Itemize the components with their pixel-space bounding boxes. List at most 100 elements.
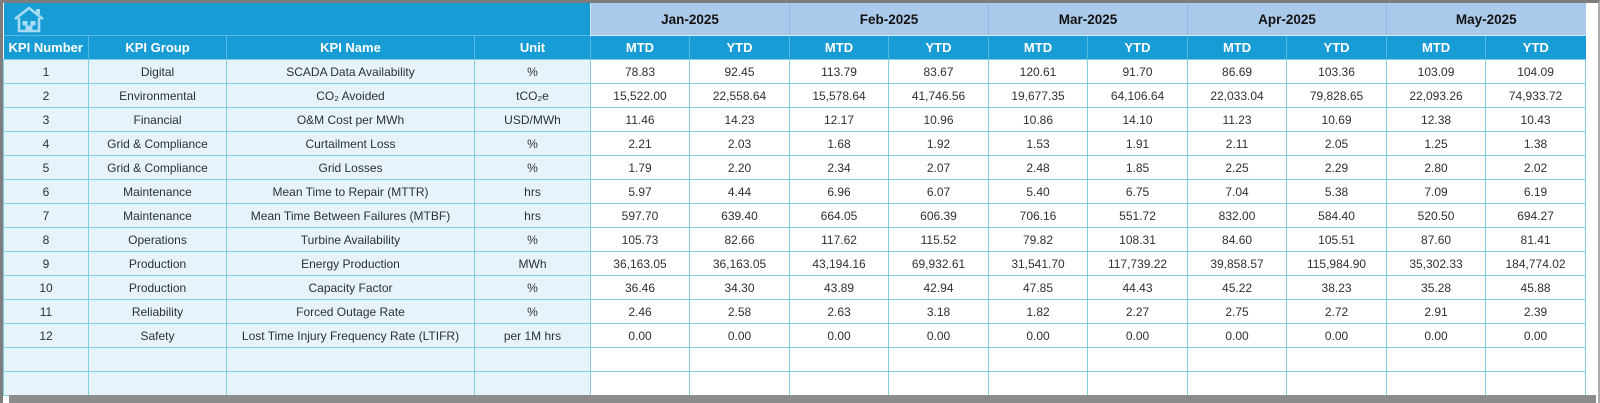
home-button[interactable] bbox=[3, 3, 591, 36]
value-cell[interactable]: 2.27 bbox=[1087, 299, 1189, 324]
value-cell[interactable]: 36,163.05 bbox=[688, 251, 791, 276]
value-cell[interactable]: 2.03 bbox=[688, 131, 791, 156]
value-cell[interactable]: 5.38 bbox=[1286, 179, 1388, 204]
empty-value-cell[interactable] bbox=[1485, 371, 1587, 396]
empty-value-cell[interactable] bbox=[590, 347, 690, 372]
value-cell[interactable]: 91.70 bbox=[1087, 59, 1189, 84]
empty-left-cell[interactable] bbox=[88, 371, 227, 396]
value-cell[interactable]: 36.46 bbox=[590, 275, 690, 300]
value-cell[interactable]: 0.00 bbox=[1485, 323, 1587, 348]
kpi-number-cell[interactable]: 9 bbox=[3, 251, 89, 276]
value-cell[interactable]: 39,858.57 bbox=[1187, 251, 1288, 276]
month-header-may-2025[interactable]: May-2025 bbox=[1386, 3, 1586, 36]
kpi-number-cell[interactable]: 3 bbox=[3, 107, 89, 132]
value-cell[interactable]: 15,578.64 bbox=[789, 83, 890, 108]
value-cell[interactable]: 6.19 bbox=[1485, 179, 1587, 204]
empty-value-cell[interactable] bbox=[1286, 347, 1388, 372]
value-cell[interactable]: 103.36 bbox=[1286, 59, 1388, 84]
kpi-group-cell[interactable]: Maintenance bbox=[88, 179, 227, 204]
value-cell[interactable]: 10.96 bbox=[888, 107, 990, 132]
col-header-kpi-name[interactable]: KPI Name bbox=[226, 35, 475, 60]
col-header-feb-mtd[interactable]: MTD bbox=[789, 35, 889, 60]
empty-value-cell[interactable] bbox=[988, 347, 1089, 372]
value-cell[interactable]: 1.25 bbox=[1386, 131, 1487, 156]
value-cell[interactable]: 35.28 bbox=[1386, 275, 1487, 300]
value-cell[interactable]: 0.00 bbox=[688, 323, 791, 348]
empty-value-cell[interactable] bbox=[1286, 371, 1388, 396]
kpi-name-cell[interactable]: CO₂ Avoided bbox=[226, 83, 475, 108]
unit-cell[interactable]: % bbox=[474, 155, 591, 180]
value-cell[interactable]: 105.51 bbox=[1286, 227, 1388, 252]
value-cell[interactable]: 83.67 bbox=[888, 59, 990, 84]
empty-value-cell[interactable] bbox=[1386, 371, 1487, 396]
kpi-name-cell[interactable]: Energy Production bbox=[226, 251, 475, 276]
value-cell[interactable]: 0.00 bbox=[1087, 323, 1189, 348]
empty-value-cell[interactable] bbox=[888, 347, 990, 372]
value-cell[interactable]: 2.34 bbox=[789, 155, 890, 180]
value-cell[interactable]: 1.92 bbox=[888, 131, 990, 156]
kpi-group-cell[interactable]: Production bbox=[88, 251, 227, 276]
kpi-group-cell[interactable]: Digital bbox=[88, 59, 227, 84]
value-cell[interactable]: 86.69 bbox=[1187, 59, 1288, 84]
month-header-feb-2025[interactable]: Feb-2025 bbox=[789, 3, 989, 36]
value-cell[interactable]: 2.25 bbox=[1187, 155, 1288, 180]
kpi-group-cell[interactable]: Financial bbox=[88, 107, 227, 132]
value-cell[interactable]: 2.05 bbox=[1286, 131, 1388, 156]
value-cell[interactable]: 45.22 bbox=[1187, 275, 1288, 300]
kpi-group-cell[interactable]: Grid & Compliance bbox=[88, 155, 227, 180]
value-cell[interactable]: 105.73 bbox=[590, 227, 690, 252]
value-cell[interactable]: 694.27 bbox=[1485, 203, 1587, 228]
kpi-name-cell[interactable]: Grid Losses bbox=[226, 155, 475, 180]
value-cell[interactable]: 64,106.64 bbox=[1087, 83, 1189, 108]
kpi-number-cell[interactable]: 4 bbox=[3, 131, 89, 156]
value-cell[interactable]: 4.44 bbox=[688, 179, 791, 204]
kpi-group-cell[interactable]: Safety bbox=[88, 323, 227, 348]
value-cell[interactable]: 12.17 bbox=[789, 107, 890, 132]
value-cell[interactable]: 15,522.00 bbox=[590, 83, 690, 108]
value-cell[interactable]: 44.43 bbox=[1087, 275, 1189, 300]
value-cell[interactable]: 84.60 bbox=[1187, 227, 1288, 252]
empty-left-cell[interactable] bbox=[474, 347, 591, 372]
value-cell[interactable]: 2.07 bbox=[888, 155, 990, 180]
value-cell[interactable]: 92.45 bbox=[688, 59, 791, 84]
kpi-group-cell[interactable]: Maintenance bbox=[88, 203, 227, 228]
empty-value-cell[interactable] bbox=[688, 371, 791, 396]
value-cell[interactable]: 7.09 bbox=[1386, 179, 1487, 204]
value-cell[interactable]: 2.91 bbox=[1386, 299, 1487, 324]
value-cell[interactable]: 2.80 bbox=[1386, 155, 1487, 180]
kpi-name-cell[interactable]: Mean Time Between Failures (MTBF) bbox=[226, 203, 475, 228]
value-cell[interactable]: 7.04 bbox=[1187, 179, 1288, 204]
value-cell[interactable]: 2.63 bbox=[789, 299, 890, 324]
value-cell[interactable]: 22,093.26 bbox=[1386, 83, 1487, 108]
value-cell[interactable]: 606.39 bbox=[888, 203, 990, 228]
unit-cell[interactable]: USD/MWh bbox=[474, 107, 591, 132]
value-cell[interactable]: 1.38 bbox=[1485, 131, 1587, 156]
empty-value-cell[interactable] bbox=[789, 347, 890, 372]
value-cell[interactable]: 706.16 bbox=[988, 203, 1089, 228]
value-cell[interactable]: 14.23 bbox=[688, 107, 791, 132]
value-cell[interactable]: 1.85 bbox=[1087, 155, 1189, 180]
unit-cell[interactable]: % bbox=[474, 227, 591, 252]
value-cell[interactable]: 520.50 bbox=[1386, 203, 1487, 228]
value-cell[interactable]: 34.30 bbox=[688, 275, 791, 300]
kpi-number-cell[interactable]: 6 bbox=[3, 179, 89, 204]
value-cell[interactable]: 43.89 bbox=[789, 275, 890, 300]
value-cell[interactable]: 82.66 bbox=[688, 227, 791, 252]
value-cell[interactable]: 664.05 bbox=[789, 203, 890, 228]
value-cell[interactable]: 597.70 bbox=[590, 203, 690, 228]
unit-cell[interactable]: per 1M hrs bbox=[474, 323, 591, 348]
value-cell[interactable]: 2.20 bbox=[688, 155, 791, 180]
value-cell[interactable]: 104.09 bbox=[1485, 59, 1587, 84]
col-header-feb-ytd[interactable]: YTD bbox=[888, 35, 989, 60]
empty-value-cell[interactable] bbox=[688, 347, 791, 372]
kpi-group-cell[interactable]: Environmental bbox=[88, 83, 227, 108]
kpi-group-cell[interactable]: Reliability bbox=[88, 299, 227, 324]
value-cell[interactable]: 12.38 bbox=[1386, 107, 1487, 132]
value-cell[interactable]: 584.40 bbox=[1286, 203, 1388, 228]
col-header-apr-ytd[interactable]: YTD bbox=[1286, 35, 1387, 60]
empty-left-cell[interactable] bbox=[3, 347, 89, 372]
value-cell[interactable]: 81.41 bbox=[1485, 227, 1587, 252]
kpi-number-cell[interactable]: 2 bbox=[3, 83, 89, 108]
value-cell[interactable]: 120.61 bbox=[988, 59, 1089, 84]
value-cell[interactable]: 184,774.02 bbox=[1485, 251, 1587, 276]
